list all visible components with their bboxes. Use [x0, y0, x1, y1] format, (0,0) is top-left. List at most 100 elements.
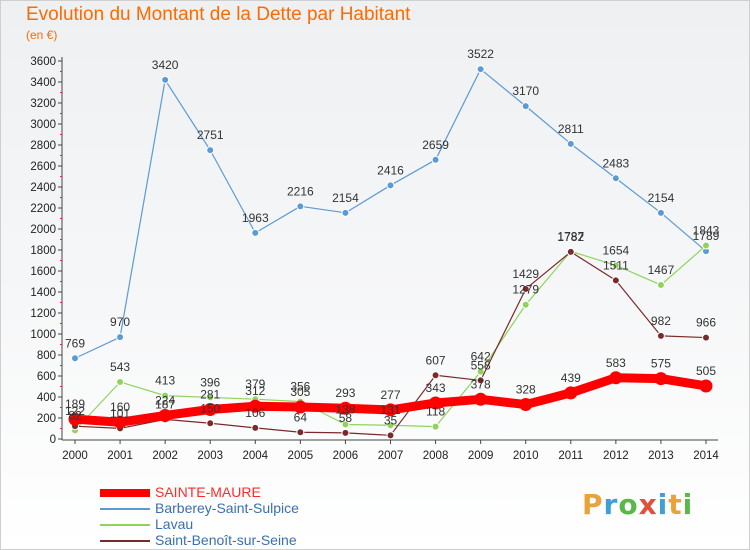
logo-letter: P: [582, 488, 604, 521]
data-point: [386, 181, 395, 190]
legend-swatch: [100, 508, 150, 510]
data-label: 2811: [558, 122, 584, 136]
data-point: [338, 401, 352, 415]
data-label: 413: [155, 374, 175, 388]
data-label: 160: [110, 400, 130, 414]
y-tick-label: 400: [37, 392, 56, 404]
x-tick-label: 2001: [107, 450, 133, 462]
data-point: [341, 208, 350, 217]
data-point: [341, 428, 350, 437]
x-tick-label: 2003: [197, 450, 223, 462]
x-tick-label: 2011: [558, 450, 583, 462]
data-label: 356: [290, 380, 310, 394]
data-label: 1843: [693, 223, 720, 237]
logo-letter: r: [603, 488, 619, 521]
data-label: 35: [384, 413, 398, 427]
data-point: [702, 241, 710, 250]
data-label: 2751: [197, 128, 224, 142]
y-tick-label: 1000: [30, 329, 56, 341]
legend: SAINTE-MAURE Barberey-Saint-Sulpice Lavau S…: [100, 484, 400, 549]
data-label: 1467: [648, 263, 675, 277]
data-label: 2154: [648, 191, 675, 205]
data-label: 583: [606, 356, 626, 370]
y-tick-label: 3200: [30, 98, 56, 110]
data-label: 1963: [242, 211, 269, 225]
data-point: [68, 412, 82, 426]
data-label: 2483: [603, 156, 630, 170]
y-tick-label: 600: [37, 371, 56, 383]
legend-label: SAINTE-MAURE: [155, 484, 261, 500]
data-label: 2659: [422, 138, 449, 152]
data-point: [519, 398, 533, 412]
y-tick-label: 3400: [30, 77, 56, 89]
data-point: [699, 379, 713, 393]
data-label: 1279: [512, 283, 539, 297]
legend-swatch: [100, 524, 150, 526]
x-tick-label: 2014: [693, 450, 719, 462]
data-label: 187: [155, 397, 175, 411]
data-label: 118: [426, 405, 445, 419]
data-point: [654, 372, 668, 386]
data-label: 3420: [152, 58, 179, 72]
data-point: [611, 261, 620, 270]
data-label: 106: [245, 406, 265, 420]
y-tick-label: 2200: [30, 203, 56, 215]
data-point: [611, 174, 620, 183]
data-point: [476, 367, 485, 376]
x-tick-label: 2002: [152, 450, 178, 462]
x-tick-label: 2010: [513, 450, 539, 462]
y-tick-label: 1600: [30, 266, 56, 278]
data-label: 122: [65, 404, 85, 418]
chart-title: Evolution du Montant de la Dette par Hab…: [26, 4, 411, 25]
data-point: [476, 376, 485, 385]
y-tick-label: 2000: [30, 224, 56, 236]
series-layer: [68, 65, 713, 440]
x-tick-label: 2013: [648, 450, 674, 462]
data-point: [251, 423, 260, 432]
data-point: [116, 377, 125, 386]
data-label: 543: [110, 360, 130, 374]
y-tick-label: 2400: [30, 182, 56, 194]
data-point: [431, 155, 440, 164]
x-tick-label: 2012: [603, 450, 629, 462]
data-point: [293, 400, 307, 414]
data-label: 224: [155, 393, 175, 407]
x-tick-label: 2000: [62, 450, 88, 462]
data-label: 1654: [603, 243, 630, 257]
data-label: 1789: [693, 229, 720, 243]
data-label: 2416: [377, 163, 404, 177]
data-label: 1429: [512, 267, 539, 281]
data-label: 3170: [512, 84, 539, 98]
data-point: [206, 146, 215, 155]
data-point: [161, 391, 170, 400]
data-label: 343: [426, 381, 446, 395]
data-label: 82: [68, 408, 82, 422]
x-tick-label: 2004: [242, 450, 268, 462]
data-point: [386, 431, 395, 440]
legend-label: Barberey-Saint-Sulpice: [155, 500, 299, 516]
data-label: 101: [110, 406, 130, 420]
data-point: [521, 102, 530, 111]
x-tick-label: 2008: [423, 450, 449, 462]
data-label: 642: [471, 350, 491, 364]
data-label: 3522: [467, 47, 494, 61]
data-label: 378: [471, 377, 491, 391]
y-tick-label: 1800: [30, 245, 56, 257]
legend-label: Lavau: [155, 516, 194, 532]
data-label: 966: [696, 316, 716, 330]
data-label: 439: [561, 371, 581, 385]
series-line-1: [74, 68, 707, 359]
data-label: 982: [651, 314, 671, 328]
data-label: 970: [110, 315, 130, 329]
data-label: 396: [200, 375, 220, 389]
data-point: [71, 354, 79, 363]
logo-letter: i: [657, 488, 669, 521]
data-point: [474, 392, 488, 406]
x-tick-label: 2009: [468, 450, 494, 462]
data-point: [521, 300, 530, 309]
data-point: [161, 75, 170, 84]
logo-letter: o: [618, 488, 639, 521]
data-label: 607: [426, 353, 446, 367]
data-point: [431, 371, 440, 380]
